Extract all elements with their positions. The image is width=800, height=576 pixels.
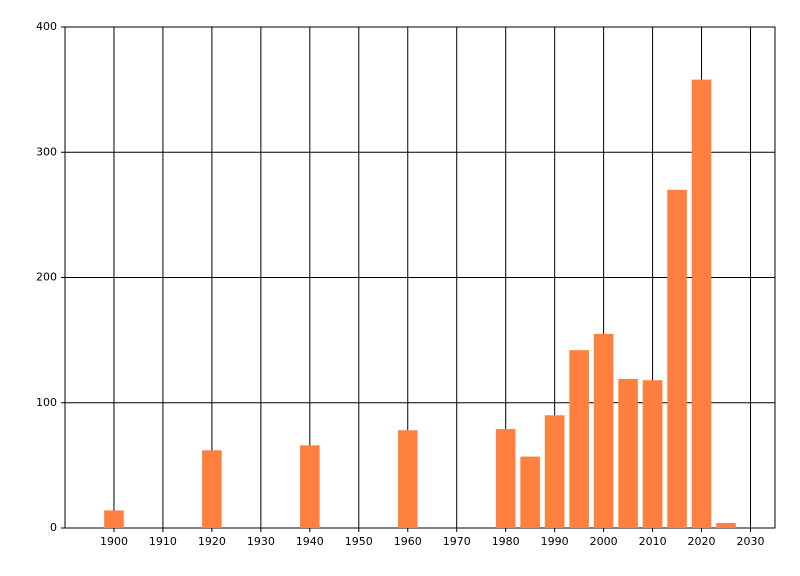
bar [202,450,222,528]
bar [300,445,320,528]
x-tick-label: 1990 [541,535,569,548]
x-tick-label: 1940 [296,535,324,548]
bar [618,378,638,528]
x-tick-label: 1960 [394,535,422,548]
x-tick-label: 2020 [688,535,716,548]
x-tick-label: 1970 [443,535,471,548]
y-tick-label: 400 [36,20,57,33]
x-tick-label: 1900 [100,535,128,548]
x-tick-label: 1950 [345,535,373,548]
x-tick-label: 2030 [737,535,765,548]
x-tick-label: 1910 [149,535,177,548]
x-tick-label: 1980 [492,535,520,548]
bar [397,430,418,528]
bar [104,510,124,528]
bar [691,79,712,528]
bar [716,522,736,528]
x-tick-label: 2010 [639,535,667,548]
x-tick-label: 1930 [247,535,275,548]
y-tick-label: 300 [36,145,57,158]
y-tick-label: 100 [36,396,57,409]
x-tick-label: 2000 [590,535,618,548]
bar [642,380,663,528]
bar [569,350,589,528]
bar [667,189,687,528]
x-tick-label: 1920 [198,535,226,548]
bar [593,333,614,528]
y-tick-label: 200 [36,271,57,284]
bar [544,415,565,528]
bar [495,429,516,528]
y-tick-label: 0 [50,521,57,534]
bar [520,456,540,528]
